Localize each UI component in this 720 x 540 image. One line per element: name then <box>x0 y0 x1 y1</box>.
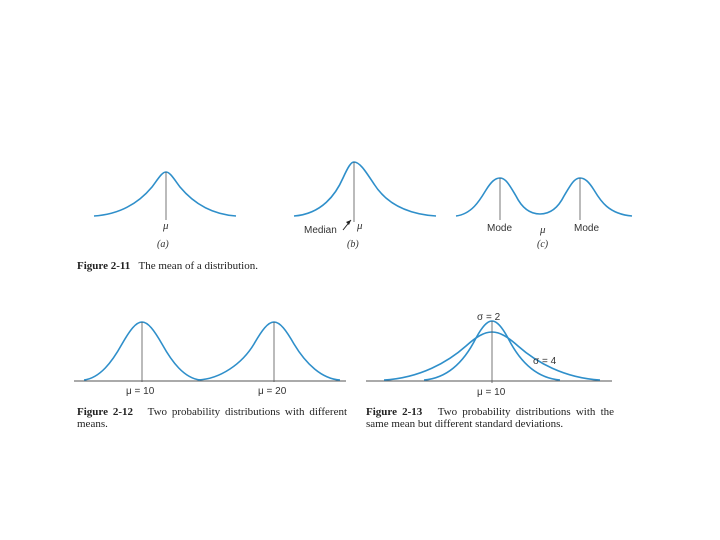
caption-number-2-12: Figure 2-12 <box>77 406 133 418</box>
curve-c <box>455 177 633 217</box>
caption-figure-2-11: Figure 2-11 The mean of a distribution. <box>77 260 337 272</box>
sub-label-b: (b) <box>347 239 359 250</box>
caption-text-2-12: Two probability distributions with diffe… <box>77 406 348 430</box>
curve-2-12-right <box>197 321 341 381</box>
mu-label-a: μ <box>162 220 169 232</box>
mu-label-2-13: μ = 10 <box>477 387 506 398</box>
caption-figure-2-12: Figure 2-12 Two probability distribution… <box>77 406 347 430</box>
mu2-label: μ = 20 <box>258 386 287 397</box>
fig-2-12: μ = 10 μ = 20 <box>74 321 346 397</box>
fig-2-11-panel-a: μ (a) <box>93 171 237 250</box>
mu-label-c: μ <box>539 224 546 236</box>
sigma-large-label: σ = 4 <box>533 356 557 367</box>
caption-text-2-11: The mean of a distribution. <box>138 260 258 272</box>
curve-a <box>93 171 237 217</box>
fig-2-11-panel-c: Mode μ Mode (c) <box>455 177 633 250</box>
mu-label-b: μ <box>356 220 363 232</box>
caption-number-2-13: Figure 2-13 <box>366 406 423 418</box>
fig-2-13: σ = 2 σ = 4 μ = 10 <box>366 312 612 398</box>
sub-label-c: (c) <box>537 239 549 250</box>
caption-figure-2-13: Figure 2-13 Two probability distribution… <box>366 406 614 430</box>
fig-2-11-panel-b: Median μ (b) <box>293 161 437 250</box>
mode-label-left: Mode <box>487 223 512 234</box>
mu1-label: μ = 10 <box>126 386 155 397</box>
sigma-small-label: σ = 2 <box>477 312 501 323</box>
caption-text-2-13: Two probability distributions with the s… <box>366 406 615 430</box>
median-label-b: Median <box>304 225 337 236</box>
sub-label-a: (a) <box>157 239 169 250</box>
caption-number-2-11: Figure 2-11 <box>77 260 131 272</box>
mode-label-right: Mode <box>574 223 599 234</box>
median-arrowhead <box>346 220 351 225</box>
curve-b <box>293 161 437 217</box>
